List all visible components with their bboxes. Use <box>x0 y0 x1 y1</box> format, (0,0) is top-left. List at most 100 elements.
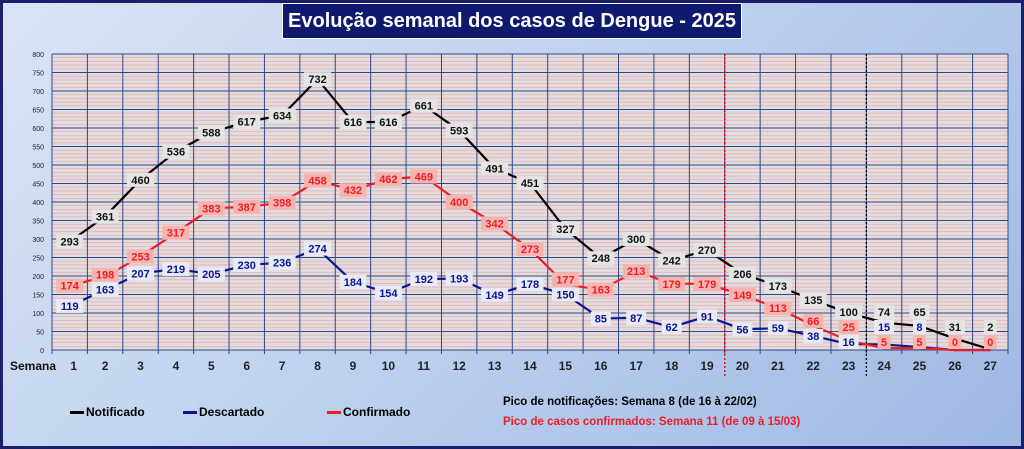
data-label-bg <box>410 271 438 286</box>
data-label: 87 <box>630 313 642 325</box>
x-tick-label: 3 <box>137 359 144 373</box>
data-label-bg <box>658 253 686 268</box>
data-label-bg <box>268 195 296 210</box>
y-tick-label: 650 <box>32 108 44 115</box>
data-label-bg <box>374 115 402 130</box>
data-label-bg <box>551 222 579 237</box>
x-tick-label: 8 <box>314 359 321 373</box>
data-label: 150 <box>556 290 574 302</box>
data-label: 242 <box>662 255 680 267</box>
data-label: 119 <box>61 301 79 313</box>
x-tick-label: 13 <box>488 359 502 373</box>
data-label-bg <box>516 277 544 292</box>
data-label-bg <box>944 320 965 334</box>
data-label-bg <box>587 282 615 297</box>
y-tick-label: 150 <box>32 293 44 300</box>
data-label-bg <box>697 309 718 324</box>
data-label: 135 <box>804 295 822 307</box>
data-label-bg <box>626 310 647 325</box>
x-tick-label: 2 <box>102 359 109 373</box>
data-label-bg <box>983 335 997 349</box>
data-label-bg <box>803 328 824 343</box>
data-label-bg <box>693 243 721 258</box>
labels-descartado: 119 163 207 219 205 230 236 274 184 154 192 193 149 1… <box>56 241 926 349</box>
legend-label: Notificado <box>86 405 145 419</box>
data-label: 460 <box>131 175 149 187</box>
data-label-bg <box>445 195 473 209</box>
data-label: 2 <box>987 322 993 334</box>
data-label-bg <box>445 271 473 286</box>
data-label: 462 <box>379 174 397 186</box>
data-label-bg <box>56 234 84 249</box>
x-tick-label: 11 <box>417 359 430 373</box>
x-tick-label: 6 <box>243 359 250 373</box>
data-label: 317 <box>167 228 185 240</box>
data-label-bg <box>410 98 438 113</box>
data-label: 91 <box>701 311 713 323</box>
data-label-bg <box>410 169 438 184</box>
data-label: 163 <box>592 285 610 297</box>
data-label-bg <box>912 320 926 334</box>
y-tick-label: 700 <box>32 89 44 96</box>
data-label: 177 <box>556 275 574 287</box>
data-label: 179 <box>698 279 716 291</box>
x-tick-label: 4 <box>173 359 180 373</box>
data-label: 66 <box>807 316 819 328</box>
x-tick-label: 25 <box>913 359 927 373</box>
data-label-bg <box>197 267 225 282</box>
y-tick-label: 400 <box>32 200 44 207</box>
chart-title: Evolução semanal dos casos de Dengue - 2… <box>282 3 742 39</box>
data-label: 469 <box>415 171 433 183</box>
data-label: 31 <box>949 322 961 334</box>
data-label: 154 <box>379 288 398 300</box>
data-label-bg <box>56 298 84 313</box>
data-label-bg <box>233 114 261 129</box>
legend-item-confirmado: Confirmado <box>327 405 410 419</box>
data-label-bg <box>590 311 611 326</box>
y-tick-label: 500 <box>32 163 44 170</box>
data-label-bg <box>233 199 261 214</box>
data-label-bg <box>162 144 190 159</box>
data-label: 193 <box>450 274 468 286</box>
data-label-bg <box>764 278 792 293</box>
data-label-bg <box>481 216 509 231</box>
data-label-bg <box>874 305 895 319</box>
data-label: 38 <box>807 331 819 343</box>
data-label-bg <box>551 287 579 302</box>
data-label: 432 <box>344 185 362 197</box>
data-label: 593 <box>450 126 468 138</box>
data-label-bg <box>622 264 650 279</box>
x-tick-label: 24 <box>877 359 891 373</box>
data-label-bg <box>339 274 367 289</box>
data-label-bg <box>127 172 155 187</box>
peak-notifications-note: Pico de notificações: Semana 8 (de 16 à … <box>503 396 757 408</box>
data-label-bg <box>91 209 119 224</box>
y-tick-label: 350 <box>32 219 44 226</box>
data-label-bg <box>658 276 686 291</box>
data-label-bg <box>838 335 859 349</box>
data-label: 274 <box>308 244 327 256</box>
data-label: 174 <box>61 281 80 293</box>
data-label: 253 <box>131 251 149 263</box>
data-label: 400 <box>450 197 468 209</box>
x-tick-label: 19 <box>700 359 714 373</box>
data-label-bg <box>909 305 930 319</box>
legend-swatch <box>183 410 197 414</box>
data-label: 213 <box>627 266 645 278</box>
data-label: 206 <box>733 269 751 281</box>
data-label: 8 <box>916 322 922 334</box>
data-label: 588 <box>202 127 220 139</box>
data-label: 192 <box>415 274 433 286</box>
data-label-bg <box>197 125 225 140</box>
data-label-bg <box>693 276 721 291</box>
data-label-bg <box>233 257 261 272</box>
data-label-bg <box>304 173 332 188</box>
data-label: 327 <box>556 224 574 236</box>
data-label: 56 <box>736 324 748 336</box>
data-label: 113 <box>769 303 787 315</box>
data-label: 451 <box>521 178 539 190</box>
data-label-bg <box>516 241 544 256</box>
data-label: 163 <box>96 285 114 297</box>
data-label-bg <box>445 123 473 138</box>
data-label: 184 <box>344 277 363 289</box>
